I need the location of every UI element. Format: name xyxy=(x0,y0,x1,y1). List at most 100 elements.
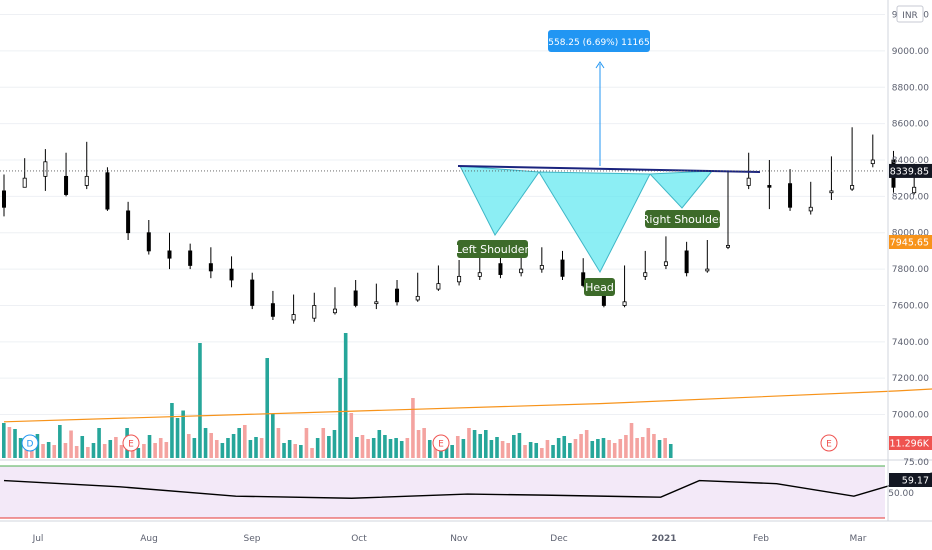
volume-bar xyxy=(489,440,494,458)
volume-bar xyxy=(635,438,639,458)
volume-bar xyxy=(102,444,107,458)
volume-bar xyxy=(74,446,79,458)
time-tick-label: Sep xyxy=(244,534,261,544)
volume-bar xyxy=(349,413,354,458)
candle-body xyxy=(788,183,793,208)
right-shoulder-label: Right Shoulder xyxy=(642,213,724,226)
candle-body xyxy=(270,303,275,317)
volume-bar xyxy=(506,443,511,458)
candle-body xyxy=(64,175,69,195)
volume-bar xyxy=(41,444,45,458)
earnings-marker xyxy=(122,434,140,452)
volume-bar xyxy=(573,439,578,458)
volume-bar xyxy=(13,429,17,458)
volume-bar xyxy=(405,438,410,458)
last-price-badge-box xyxy=(889,163,932,178)
price-tick-label: 7800.00 xyxy=(892,265,929,275)
candle-body xyxy=(353,290,358,306)
candle-body xyxy=(725,245,730,248)
volume-bar xyxy=(203,428,208,458)
volume-bar xyxy=(629,423,634,458)
volume-bar xyxy=(377,430,382,458)
volume-bar xyxy=(601,438,606,458)
candle-body xyxy=(84,175,89,186)
volume-bar xyxy=(158,438,163,458)
grid-lines xyxy=(0,14,885,416)
head-and-shoulders-pattern xyxy=(459,165,714,274)
time-tick-label: Oct xyxy=(351,534,367,544)
price-tick-label: 8600.00 xyxy=(892,120,929,130)
event-marker-label: E xyxy=(826,440,832,450)
volume-bar xyxy=(58,425,62,458)
time-tick-label: Aug xyxy=(140,534,158,544)
volume-bar xyxy=(399,441,404,458)
volume-bar xyxy=(640,437,645,458)
volume-bar xyxy=(242,425,247,458)
currency-badge-box xyxy=(896,5,924,23)
volume-bar xyxy=(584,430,589,458)
candle-body xyxy=(146,232,151,252)
volume-bar xyxy=(276,428,281,458)
candle-body xyxy=(705,268,710,272)
volume-bar xyxy=(394,438,398,458)
volume-bar xyxy=(467,428,471,458)
volume-bar xyxy=(618,439,623,458)
volume-bar xyxy=(427,440,432,458)
volume-bar xyxy=(304,428,309,458)
left-shoulder-area xyxy=(459,165,540,236)
candle-body xyxy=(829,190,834,194)
candle-body xyxy=(498,263,503,275)
volume-bar xyxy=(209,433,213,458)
rsi-value-badge: 59.17 xyxy=(902,476,929,487)
dividend-marker xyxy=(21,434,39,452)
candle-body xyxy=(2,190,7,208)
candle-body xyxy=(808,206,813,212)
volume-bar xyxy=(360,435,365,458)
time-tick-label: Mar xyxy=(850,534,867,544)
volume-bar xyxy=(657,440,662,458)
volume-bar xyxy=(293,444,298,458)
right-shoulder-area xyxy=(648,170,714,209)
volume-bar xyxy=(310,448,314,458)
candle-body xyxy=(395,288,400,303)
candle-body xyxy=(415,295,420,301)
volume-bar xyxy=(282,443,286,458)
candle-body xyxy=(912,186,917,194)
volume-bar xyxy=(540,448,544,458)
volume-bar xyxy=(528,442,533,458)
candle-body xyxy=(332,308,337,314)
candle-body xyxy=(291,314,296,321)
volume-bar xyxy=(254,437,258,458)
candle-body xyxy=(22,177,27,188)
volume-bar xyxy=(343,333,348,458)
volume-bar xyxy=(388,439,393,458)
volume-bar xyxy=(220,443,225,458)
candle-body xyxy=(560,259,565,277)
volume-bar xyxy=(271,414,275,458)
volume-bar xyxy=(624,435,628,458)
measure-arrow-head xyxy=(595,61,605,69)
neckline xyxy=(457,165,761,173)
candle-body xyxy=(539,265,544,270)
candle-body xyxy=(870,159,875,165)
volume-bar xyxy=(69,430,73,458)
volume-bar xyxy=(461,439,466,458)
price-tick-label: 7000.00 xyxy=(892,411,929,421)
volume-bar xyxy=(444,443,449,458)
candle-body xyxy=(188,250,193,266)
volume-bar xyxy=(2,423,6,458)
price-tick-label: 8400.00 xyxy=(892,156,929,166)
volume-bar xyxy=(136,448,141,458)
volume-bar xyxy=(321,428,326,458)
rsi-line xyxy=(3,472,932,499)
last-price-badge: 8339.85 xyxy=(890,166,929,177)
volume-bar xyxy=(80,436,85,458)
volume-bar xyxy=(287,440,292,458)
volume-bar xyxy=(97,428,101,458)
volume-bar xyxy=(142,444,146,458)
rsi-band xyxy=(0,466,885,518)
volume-bar xyxy=(411,398,415,458)
